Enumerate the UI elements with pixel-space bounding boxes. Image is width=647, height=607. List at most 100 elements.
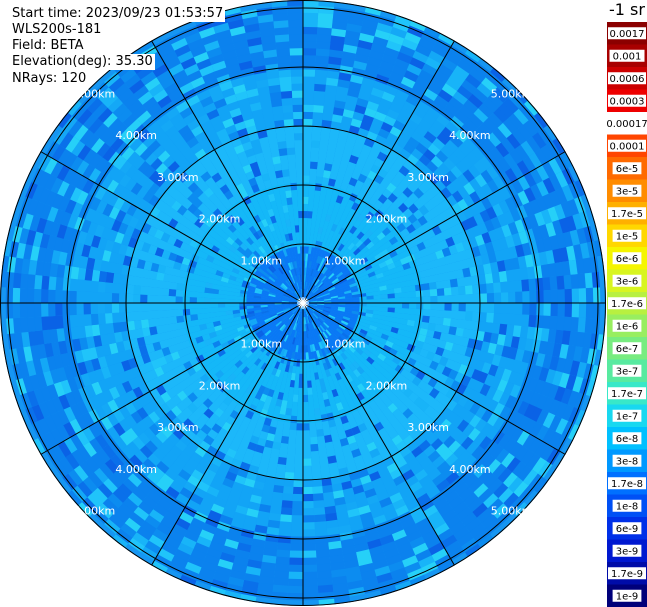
range-gate-cell [441,509,458,524]
range-gate-cell [344,309,353,314]
range-gate-cell [462,168,476,183]
range-gate-cell [315,327,321,336]
range-gate-cell [349,225,358,235]
range-gate-cell [340,385,349,395]
range-gate-cell [303,132,312,141]
range-gate-cell [313,350,318,359]
range-gate-cell [517,337,528,351]
range-gate-cell [441,466,455,480]
range-gate-cell [512,325,522,338]
range-gate-cell [474,392,487,406]
range-gate-cell [345,366,354,375]
range-gate-cell [584,317,594,334]
range-gate-cell [330,275,338,283]
range-gate-cell [325,84,338,94]
range-gate-cell [324,338,331,347]
range-gate-cell [373,80,387,92]
range-gate-cell [380,333,390,341]
range-gate-cell [488,112,504,128]
range-gate-cell [487,342,498,355]
range-gate-cell [467,377,479,391]
range-gate-cell [379,97,393,109]
range-gate-cell [474,200,487,214]
range-gate-cell [334,317,343,323]
range-gate-cell [358,242,367,251]
range-gate-cell [424,200,436,212]
range-gate-cell [323,242,330,252]
range-gate-cell [419,328,429,337]
range-gate-cell [370,321,379,328]
range-gate-cell [309,304,318,307]
range-gate-cell [343,247,351,256]
range-gate-cell [443,435,457,449]
range-gate-cell [326,448,336,458]
range-gate-cell [333,395,342,405]
range-gate-cell [366,331,375,339]
range-gate-cell [377,467,391,479]
range-gate-cell [314,372,320,381]
range-gate-cell [552,370,564,387]
range-gate-cell [422,112,437,126]
range-gate-cell [322,235,329,244]
range-gate-cell [508,291,516,303]
range-gate-cell [394,307,403,314]
range-gate-cell [495,142,510,158]
range-gate-cell [392,474,406,487]
range-gate-cell [377,66,393,79]
range-gate-cell [316,233,322,242]
range-gate-cell [326,148,336,158]
range-gate-cell [430,295,439,303]
range-gate-cell [358,253,367,262]
range-gate-cell [423,130,438,144]
range-gate-cell [319,219,326,228]
range-gate-cell [379,534,395,546]
range-gate-cell [132,294,141,303]
range-gate-cell [350,285,359,291]
range-gate-cell [318,282,325,289]
range-gate-cell [353,247,362,256]
range-gate-cell [500,281,509,293]
range-gate-cell [575,258,586,275]
range-gate-cell [303,196,309,205]
range-gate-cell [354,276,364,283]
range-gate-cell [485,206,498,220]
range-gate-cell [430,337,441,347]
range-gate-cell [484,219,496,232]
range-gate-cell [389,125,403,138]
range-gate-cell [433,426,446,439]
range-gate-cell [328,245,336,254]
range-gate-cell [473,160,487,174]
range-gate-cell [329,310,338,315]
range-gate-cell [497,122,513,139]
range-gate-cell [390,326,400,334]
range-gate-cell [464,285,474,295]
range-gate-cell [345,138,356,149]
range-gate-cell [303,33,318,42]
range-gate-cell [582,332,593,349]
range-gate-cell [303,409,309,417]
range-gate-cell [344,295,353,299]
range-gate-cell [374,345,384,354]
range-gate-cell [303,174,310,183]
range-gate-cell [402,262,412,271]
range-gate-cell [337,310,346,315]
range-gate-cell [328,352,336,361]
range-gate-cell [306,337,310,346]
range-gate-cell [585,287,594,303]
range-gate-cell [337,243,345,252]
range-gate-cell [441,534,458,549]
range-gate-cell [378,337,388,346]
range-gate-cell [334,241,342,250]
range-gate-cell [428,421,441,434]
range-gate-cell [352,258,361,266]
range-gate-cell [430,492,445,506]
range-gate-cell [332,106,345,117]
range-gate-cell [396,113,410,126]
range-gate-cell [415,517,431,531]
range-gate-cell [310,160,318,170]
range-gate-cell [428,281,438,290]
range-gate-cell [334,224,342,234]
range-gate-cell [303,111,314,120]
range-gate-cell [425,56,442,71]
range-gate-cell [507,313,516,326]
